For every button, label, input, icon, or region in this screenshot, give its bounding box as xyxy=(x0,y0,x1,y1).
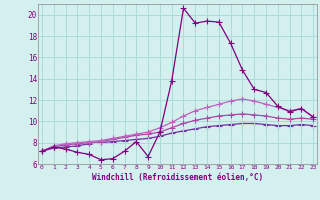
X-axis label: Windchill (Refroidissement éolien,°C): Windchill (Refroidissement éolien,°C) xyxy=(92,173,263,182)
